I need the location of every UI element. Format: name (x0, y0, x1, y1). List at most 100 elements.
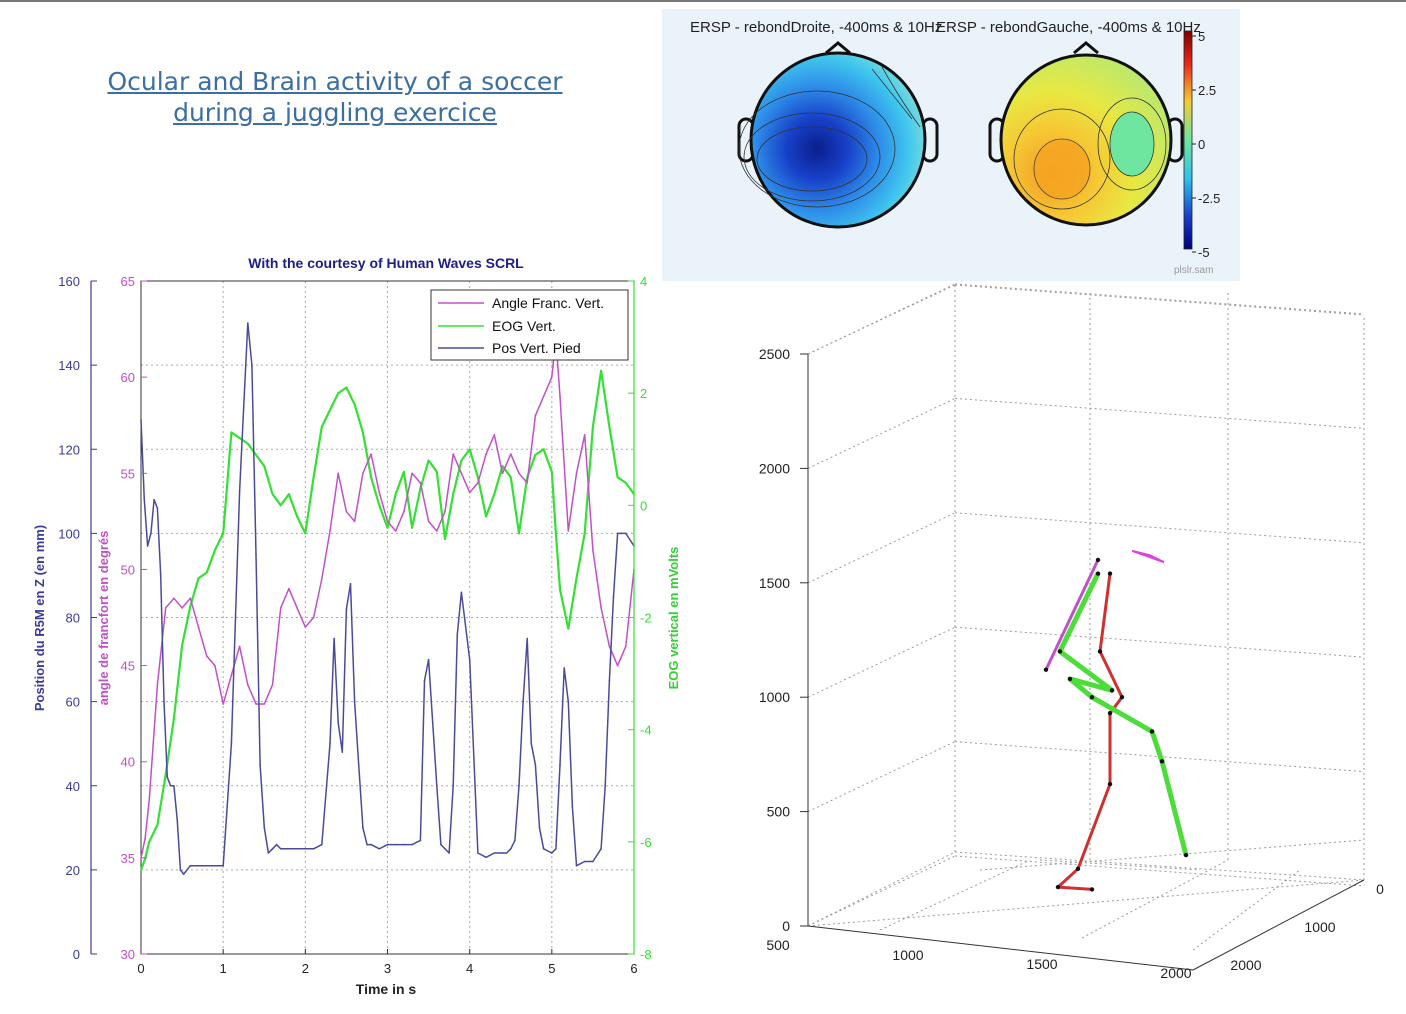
data-point (477, 476, 479, 479)
x-axis-3d (807, 925, 1194, 971)
data-point (189, 864, 192, 867)
data-point (189, 605, 192, 608)
data-point (534, 414, 537, 417)
grid-line-3d-level (807, 283, 956, 355)
chart-legend: Angle Franc. Vert. EOG Vert. Pos Vert. P… (430, 289, 629, 361)
data-point (337, 472, 340, 475)
data-point (477, 482, 479, 484)
y-axis-label-eog: EOG vertical en mVolts (666, 547, 681, 690)
joint-marker (1095, 557, 1101, 563)
data-point (592, 860, 594, 863)
data-point (146, 545, 149, 547)
data-point (493, 434, 496, 436)
data-point (362, 827, 364, 829)
grid-line-3d (979, 839, 1365, 871)
data-point (144, 837, 146, 840)
data-point (542, 448, 545, 451)
data-point (518, 532, 520, 535)
grid-line-3d-level (954, 512, 1365, 544)
z-tick-label: 2500 (759, 346, 790, 362)
joint-marker (1055, 884, 1061, 890)
data-point (538, 827, 541, 829)
y-tick-label-foot: 160 (58, 274, 80, 289)
data-point (583, 860, 586, 863)
data-point (604, 785, 606, 787)
grid-line-3d (1039, 859, 1201, 871)
data-point (419, 482, 422, 484)
data-point (341, 751, 344, 753)
data-point (255, 454, 257, 456)
data-point (296, 607, 298, 609)
data-point (575, 577, 578, 579)
y-tick-label-foot: 20 (66, 863, 80, 878)
x-tick-label: 0 (137, 961, 144, 976)
data-point (534, 763, 537, 766)
x-axis-label: Time in s (356, 981, 417, 997)
data-point (271, 493, 274, 495)
data-point (263, 827, 266, 829)
colorbar-tick-label: -5 (1198, 245, 1210, 260)
data-point (514, 839, 516, 842)
data-point (166, 776, 169, 779)
data-point (448, 852, 450, 854)
data-point (296, 515, 298, 518)
data-point (452, 785, 455, 787)
legend-label-eog: EOG Vert. (492, 318, 556, 334)
x-tick-label: 1 (220, 961, 227, 976)
joint-marker (1107, 711, 1113, 716)
data-point (197, 626, 200, 628)
data-point (452, 453, 455, 455)
data-point (329, 530, 331, 532)
data-point (238, 437, 241, 439)
data-point (275, 843, 278, 846)
data-point (173, 785, 175, 787)
data-point (366, 843, 368, 846)
y-tick-label-angle: 35 (121, 851, 135, 866)
y-tick-label-angle: 45 (121, 659, 135, 674)
data-point (411, 843, 413, 846)
data-point (279, 848, 282, 850)
y-tick-label-angle: 50 (121, 562, 135, 577)
joint-marker (1089, 887, 1095, 892)
data-point (625, 482, 627, 484)
data-point (575, 864, 578, 867)
joint-marker (1089, 695, 1095, 700)
y-axis-3d (1192, 879, 1365, 971)
data-point (296, 848, 298, 850)
data-point (321, 578, 323, 580)
y-tick-label-eog: 0 (640, 498, 647, 513)
data-point (370, 843, 372, 846)
data-point (238, 645, 241, 648)
data-point (485, 515, 487, 518)
joint-marker (1043, 667, 1049, 672)
data-point (304, 626, 307, 628)
data-point (616, 532, 619, 535)
data-point (169, 785, 172, 787)
data-point (526, 482, 528, 484)
data-point (411, 527, 413, 529)
data-point (312, 476, 315, 479)
data-point (263, 703, 266, 705)
data-point (164, 773, 167, 776)
data-point (444, 510, 446, 513)
data-point (173, 717, 175, 720)
grid-line-3d (807, 879, 1365, 927)
y-tick-label-foot: 0 (73, 947, 80, 962)
z-tick-label: 0 (782, 918, 790, 934)
ersp-left-title: ERSP - rebondDroite, -400ms & 10Hz (690, 19, 942, 36)
data-point (411, 472, 413, 475)
data-point (468, 491, 471, 494)
y-axis-label-foot: Position du R5M en Z (en mm) (32, 525, 47, 711)
data-point (551, 470, 553, 473)
head-left (749, 51, 927, 229)
series-line-y3 (139, 369, 635, 871)
grid-line-3d-level (807, 397, 956, 469)
joint-marker (1097, 649, 1103, 654)
data-point (518, 785, 520, 787)
data-point (526, 637, 528, 640)
top-border-line (0, 0, 1406, 2)
data-point (518, 472, 520, 475)
colorbar (1183, 30, 1193, 250)
data-point (304, 532, 307, 535)
data-point (394, 493, 397, 495)
